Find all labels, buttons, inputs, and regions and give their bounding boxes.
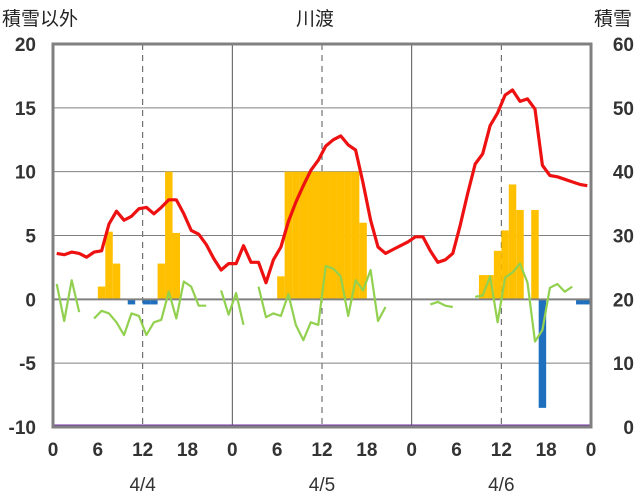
x-tick-label: 6 (272, 440, 283, 461)
left-tick-label: 0 (25, 290, 36, 311)
x-tick-label: 12 (132, 440, 153, 461)
orange-bar (329, 171, 337, 300)
left-axis-label: 積雪以外 (2, 8, 79, 30)
orange-bar (486, 275, 494, 300)
orange-bar (508, 184, 517, 300)
orange-bar (112, 263, 121, 300)
left-tick-label: 20 (15, 35, 36, 56)
orange-bar (322, 171, 330, 300)
left-tick-label: -10 (9, 418, 36, 439)
orange-bar (344, 171, 352, 300)
x-tick-label: 12 (311, 440, 332, 461)
x-tick-label: 0 (227, 440, 238, 461)
x-tick-label: 6 (451, 440, 462, 461)
orange-bar (493, 250, 502, 300)
left-tick-label: 5 (25, 227, 36, 248)
right-tick-label: 50 (613, 99, 634, 120)
green-line-series (93, 280, 207, 337)
blue-bar (576, 299, 584, 305)
x-tick-label: 12 (491, 440, 512, 461)
blue-bar (538, 299, 547, 408)
x-tick-label: 0 (586, 440, 597, 461)
orange-bar (105, 231, 113, 300)
left-tick-label: -5 (19, 354, 36, 375)
orange-bar (277, 276, 285, 300)
orange-bar (299, 171, 308, 300)
orange-bar (307, 171, 315, 300)
blue-bar (127, 299, 136, 305)
left-tick-label: 10 (15, 163, 36, 184)
right-tick-label: 0 (623, 418, 634, 439)
x-tick-label: 0 (406, 440, 417, 461)
orange-bar (284, 171, 293, 300)
orange-bar (157, 263, 166, 300)
orange-bar (359, 222, 367, 300)
orange-bar (165, 171, 173, 300)
orange-bar (292, 171, 300, 300)
blue-bar (150, 299, 158, 305)
right-tick-label: 30 (613, 227, 634, 248)
blue-bar (142, 299, 151, 305)
orange-bar (531, 209, 539, 300)
orange-bar (314, 171, 322, 300)
green-line-series (220, 290, 245, 326)
green-line-series (257, 265, 387, 342)
x-tick-label: 0 (48, 440, 59, 461)
date-label: 4/5 (309, 475, 335, 496)
orange-bar (172, 232, 181, 300)
orange-bar (501, 230, 509, 300)
red-line-series (56, 88, 588, 285)
right-tick-label: 20 (613, 290, 634, 311)
orange-bar (336, 171, 345, 300)
chart-title: 川渡 (296, 8, 335, 30)
date-label: 4/4 (129, 475, 156, 496)
orange-bar (97, 286, 106, 300)
right-tick-label: 10 (613, 354, 634, 375)
orange-bar (478, 275, 487, 300)
plot-frame (51, 42, 593, 429)
left-tick-label: 15 (15, 99, 37, 120)
x-tick-label: 18 (356, 440, 377, 461)
x-tick-label: 6 (93, 440, 104, 461)
right-tick-label: 60 (613, 35, 634, 56)
green-line-series (429, 300, 453, 309)
green-line-series (475, 262, 573, 343)
green-line-series (55, 279, 81, 323)
orange-bar (351, 171, 360, 300)
x-tick-label: 18 (536, 440, 557, 461)
right-tick-label: 40 (613, 163, 634, 184)
date-label: 4/6 (488, 475, 514, 496)
right-axis-label: 積雪 (593, 8, 632, 30)
orange-bar (516, 209, 524, 300)
blue-bar (583, 299, 591, 305)
x-tick-label: 18 (177, 440, 198, 461)
